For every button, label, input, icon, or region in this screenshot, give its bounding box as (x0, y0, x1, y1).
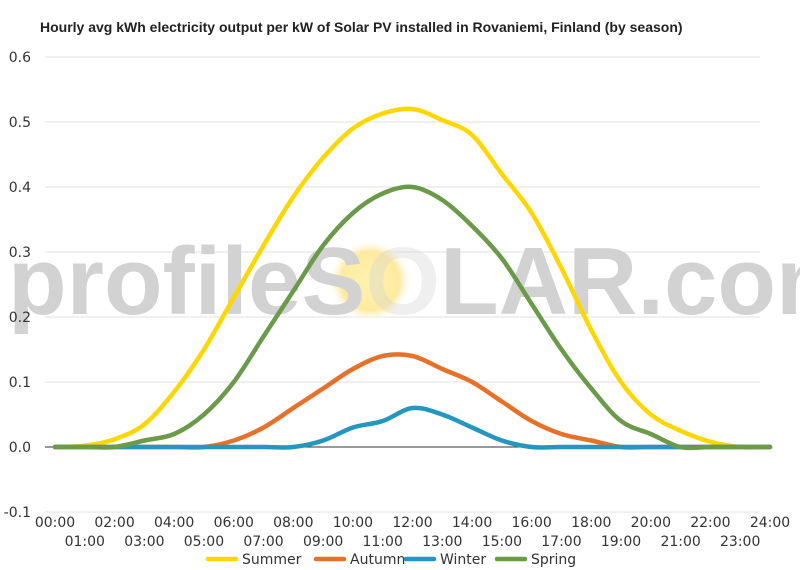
y-tick-label-4: 0.3 (9, 245, 31, 261)
x-tick-label-19: 19:00 (601, 534, 641, 550)
legend-label-autumn: Autumn (350, 552, 405, 568)
x-tick-label-12: 12:00 (392, 515, 432, 531)
legend: Summer Autumn Winter Spring (205, 552, 576, 568)
x-tick-label-2: 02:00 (94, 515, 134, 531)
legend-label-spring: Spring (531, 552, 576, 568)
x-tick-label-0: 00:00 (35, 515, 75, 531)
x-tick-label-3: 03:00 (124, 534, 164, 550)
x-tick-label-8: 08:00 (273, 515, 313, 531)
y-tick-label-2: 0.1 (9, 375, 31, 391)
x-tick-label-23: 23:00 (720, 534, 760, 550)
x-tick-label-24: 24:00 (750, 515, 790, 531)
x-tick-label-20: 20:00 (631, 515, 671, 531)
x-tick-label-11: 11:00 (363, 534, 403, 550)
series (52, 106, 773, 451)
x-tick-label-4: 04:00 (154, 515, 194, 531)
series-line-autumn (52, 352, 773, 450)
watermark: profileSOLAR.com (8, 228, 800, 335)
x-tick-label-10: 10:00 (333, 515, 373, 531)
x-tick-label-21: 21:00 (660, 534, 700, 550)
x-tick-label-5: 05:00 (184, 534, 224, 550)
y-tick-label-3: 0.2 (9, 310, 31, 326)
grid (45, 56, 760, 513)
y-tick-label-0: -0.1 (4, 505, 31, 521)
x-tick-label-13: 13:00 (422, 534, 462, 550)
y-tick-label-1: 0.0 (9, 440, 31, 456)
legend-label-summer: Summer (242, 552, 302, 568)
x-tick-label-7: 07:00 (243, 534, 283, 550)
watermark-text-s: S (301, 228, 365, 335)
watermark-text-right: LAR.com (440, 228, 800, 335)
watermark-text-left: profile (8, 228, 301, 335)
x-tick-label-14: 14:00 (452, 515, 492, 531)
series-line-spring (52, 184, 773, 451)
y-tick-label-6: 0.5 (9, 115, 31, 131)
x-tick-label-17: 17:00 (541, 534, 581, 550)
x-axis: 00:00 01:00 02:00 03:00 04:00 05:00 06:00 07:00… (35, 515, 790, 550)
watermark-sun-icon (328, 239, 412, 323)
watermark-text: profileSOLAR.com (8, 228, 800, 335)
x-tick-label-6: 06:00 (214, 515, 254, 531)
y-tick-label-7: 0.6 (9, 50, 31, 66)
x-tick-label-9: 09:00 (303, 534, 343, 550)
x-tick-label-18: 18:00 (571, 515, 611, 531)
y-axis: -0.1 0.0 0.1 0.2 0.3 0.4 0.5 0.6 (4, 50, 31, 521)
x-tick-label-22: 22:00 (690, 515, 730, 531)
legend-label-winter: Winter (440, 552, 486, 568)
chart-title: Hourly avg kWh electricity output per kW… (40, 19, 683, 35)
series-line-winter (52, 405, 773, 450)
watermark-text-o: O (365, 228, 440, 335)
series-line-summer (52, 106, 773, 450)
x-tick-label-16: 16:00 (511, 515, 551, 531)
y-tick-label-5: 0.4 (9, 180, 31, 196)
x-tick-label-1: 01:00 (65, 534, 105, 550)
x-tick-label-15: 15:00 (482, 534, 522, 550)
